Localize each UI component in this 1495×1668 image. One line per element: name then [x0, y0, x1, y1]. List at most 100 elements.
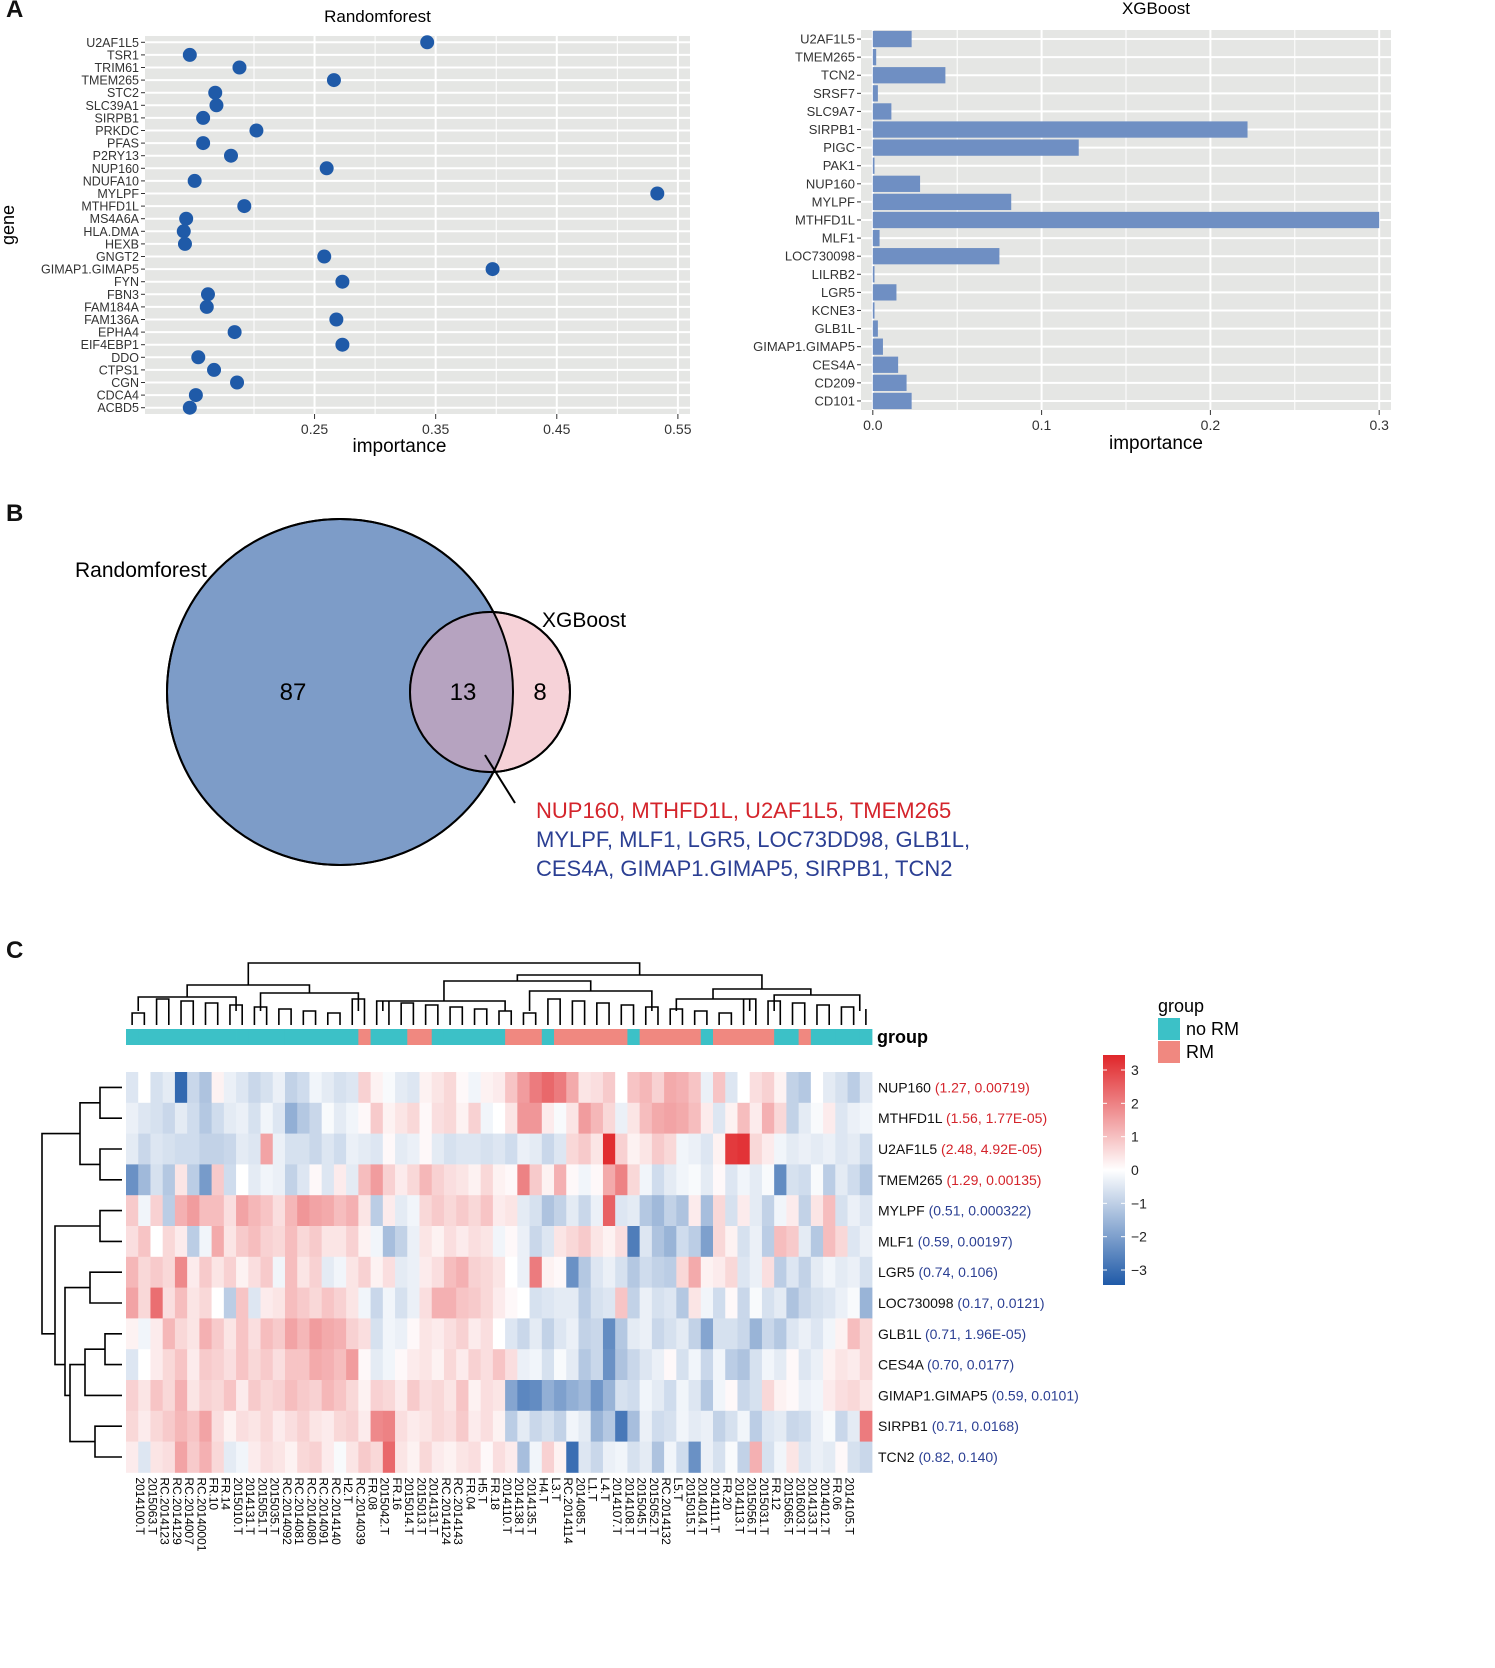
heatmap-cell	[309, 1256, 323, 1288]
heatmap-cell	[211, 1102, 225, 1134]
xgb-bar	[872, 67, 946, 84]
heatmap-column-label: 2015042.T	[378, 1477, 392, 1535]
heatmap-cell	[395, 1380, 408, 1412]
heatmap-cell	[847, 1441, 861, 1473]
xgb-gene-label: MYLPF	[812, 194, 855, 209]
heatmap-cell	[211, 1287, 225, 1319]
heatmap-cell	[468, 1380, 482, 1412]
heatmap-cell	[713, 1102, 726, 1134]
rf-gene-label: DDO	[111, 351, 139, 365]
heatmap-cell	[284, 1441, 298, 1473]
rf-data-point	[208, 85, 223, 100]
heatmap-column-label: 2014012.T	[818, 1477, 832, 1535]
heatmap-cell	[517, 1256, 530, 1288]
heatmap-column-label: FR.06	[830, 1477, 844, 1510]
heatmap-cell	[284, 1256, 298, 1288]
heatmap-cell	[162, 1410, 176, 1442]
heatmap-cell	[309, 1287, 323, 1319]
heatmap-column-label: 2015031.T	[757, 1477, 771, 1535]
group-annotation-cell	[309, 1029, 323, 1045]
heatmap-row-gene: MYLPF	[878, 1203, 925, 1219]
heatmap-cell	[395, 1287, 408, 1319]
heatmap-cell	[847, 1072, 861, 1104]
rf-gene-label: TMEM265	[81, 74, 139, 88]
heatmap-cell	[346, 1195, 359, 1227]
group-annotation-cell	[737, 1029, 751, 1045]
xgb-gene-label: KCNE3	[812, 303, 855, 318]
rf-data-point	[329, 312, 344, 327]
heatmap-cell	[700, 1349, 714, 1381]
heatmap-cell	[517, 1287, 530, 1319]
heatmap-cell	[664, 1072, 677, 1104]
heatmap-cell	[150, 1380, 164, 1412]
heatmap-cell	[199, 1072, 213, 1104]
heatmap-cell	[272, 1380, 286, 1412]
heatmap-column-label: RC.2014081	[292, 1477, 306, 1545]
heatmap-cell	[615, 1195, 628, 1227]
heatmap-cell	[174, 1133, 188, 1165]
heatmap-cell	[321, 1380, 335, 1412]
heatmap-cell	[749, 1410, 763, 1442]
heatmap-cell	[346, 1318, 359, 1350]
group-annotation-cell	[749, 1029, 763, 1045]
heatmap-cell	[431, 1133, 445, 1165]
heatmap-cell	[554, 1380, 567, 1412]
heatmap-cell	[700, 1287, 714, 1319]
heatmap-cell	[468, 1287, 482, 1319]
heatmap-cell	[835, 1410, 848, 1442]
rf-gene-label: CDCA4	[97, 389, 139, 403]
heatmap-cell	[859, 1287, 873, 1319]
heatmap-cell	[309, 1410, 323, 1442]
heatmap-cell	[187, 1164, 200, 1196]
heatmap-cell	[297, 1164, 310, 1196]
rf-data-point	[237, 199, 252, 214]
heatmap-cell	[541, 1164, 555, 1196]
heatmap-cell	[676, 1287, 689, 1319]
heatmap-cell	[272, 1195, 286, 1227]
heatmap-cell	[505, 1072, 518, 1104]
rf-data-point	[335, 337, 350, 352]
heatmap-cell	[761, 1441, 775, 1473]
heatmap-cell	[321, 1287, 335, 1319]
group-annotation-cell	[823, 1029, 836, 1045]
heatmap-cell	[431, 1318, 445, 1350]
heatmap-cell	[150, 1287, 164, 1319]
heatmap-cell	[700, 1256, 714, 1288]
heatmap-cell	[370, 1195, 384, 1227]
heatmap-cell	[162, 1349, 176, 1381]
heatmap-cell	[199, 1349, 213, 1381]
heatmap-cell	[847, 1318, 861, 1350]
heatmap-cell	[713, 1226, 726, 1258]
group-annotation-cell	[688, 1029, 702, 1045]
heatmap-cell	[358, 1287, 371, 1319]
heatmap-cell	[639, 1164, 653, 1196]
heatmap-cell	[602, 1226, 616, 1258]
heatmap-cell	[419, 1287, 433, 1319]
xgb-bar	[872, 157, 875, 174]
heatmap-cell	[199, 1256, 213, 1288]
rf-data-point	[200, 287, 215, 302]
heatmap-cell	[541, 1133, 555, 1165]
heatmap-cell	[676, 1102, 689, 1134]
heatmap-cell	[786, 1287, 800, 1319]
heatmap-cell	[615, 1318, 628, 1350]
heatmap-cell	[639, 1226, 653, 1258]
heatmap-cell	[382, 1318, 396, 1350]
heatmap-cell	[737, 1410, 751, 1442]
heatmap-cell	[236, 1256, 249, 1288]
heatmap-cell	[346, 1441, 359, 1473]
xgb-gene-label: GIMAP1.GIMAP5	[753, 339, 855, 354]
heatmap-cell	[737, 1226, 751, 1258]
heatmap-cell	[223, 1102, 237, 1134]
heatmap-cell	[823, 1195, 836, 1227]
group-annotation-cell	[138, 1029, 151, 1045]
heatmap-cell	[566, 1380, 579, 1412]
group-annotation-title: group	[877, 1027, 928, 1047]
group-annotation-cell	[505, 1029, 518, 1045]
heatmap-cell	[492, 1226, 506, 1258]
heatmap-cell	[602, 1287, 616, 1319]
heatmap-cell	[187, 1133, 200, 1165]
heatmap-cell	[823, 1226, 836, 1258]
rf-gene-label: STC2	[107, 86, 139, 100]
group-annotation-cell	[456, 1029, 469, 1045]
